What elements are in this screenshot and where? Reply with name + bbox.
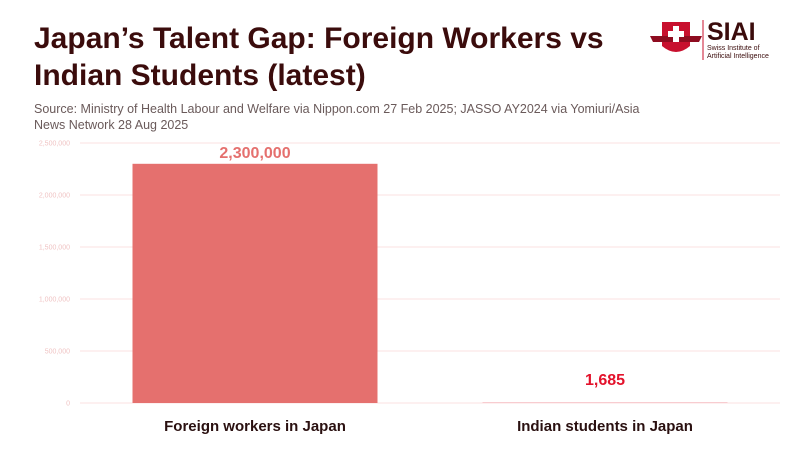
y-tick-label: 2,000,000 [39, 193, 70, 200]
bar [132, 163, 378, 403]
value-label: 2,300,000 [219, 145, 290, 162]
logo-tagline: Swiss Institute of Artificial Intelligen… [707, 45, 769, 60]
logo-cross [668, 31, 684, 37]
chart-subtitle: Source: Ministry of Health Labour and We… [34, 102, 640, 132]
y-tick-label: 0 [66, 401, 70, 408]
y-tick-label: 500,000 [45, 349, 70, 356]
logo-name: SIAI [707, 18, 756, 46]
x-tick-label: Foreign workers in Japan [164, 418, 346, 435]
y-tick-label: 2,500,000 [39, 141, 70, 148]
value-label: 1,685 [585, 372, 625, 389]
y-tick-label: 1,000,000 [39, 297, 70, 304]
y-tick-label: 1,500,000 [39, 245, 70, 252]
x-tick-label: Indian students in Japan [517, 418, 693, 435]
chart-title: Japan’s Talent Gap: Foreign Workers vs I… [34, 22, 604, 92]
